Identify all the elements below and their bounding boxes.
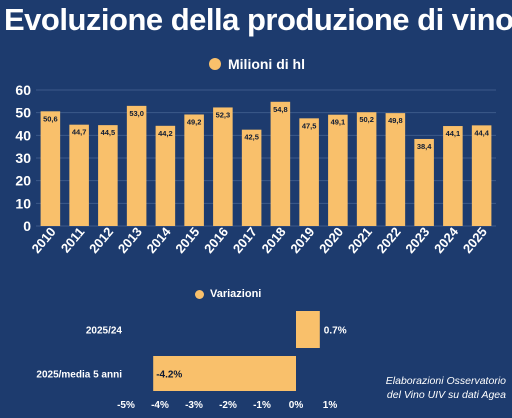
- bar-value-label: 53,0: [129, 109, 144, 118]
- x-tick-label: 1%: [323, 400, 338, 411]
- bar: [184, 114, 204, 226]
- bar-value-label: 49,1: [331, 118, 346, 127]
- bar-value-label: 50,2: [359, 115, 374, 124]
- x-tick-label: 2023: [402, 224, 432, 256]
- legend-swatch: [209, 58, 221, 70]
- variation-value-label: 0.7%: [324, 326, 347, 337]
- bar-value-label: 49,8: [388, 116, 403, 125]
- x-tick-label: 2019: [287, 224, 317, 256]
- x-tick-label: 2016: [201, 224, 231, 256]
- legend-label: Variazioni: [210, 288, 262, 300]
- x-tick-label: -1%: [253, 400, 271, 411]
- bar-value-label: 52,3: [216, 110, 231, 119]
- x-tick-label: 2021: [345, 224, 375, 256]
- bar-value-label: 44,1: [446, 129, 461, 138]
- x-tick-label: 2022: [374, 224, 404, 256]
- x-tick-label: 2015: [172, 224, 202, 256]
- x-tick-label: 2010: [29, 224, 59, 256]
- source-credit: Elaborazioni Osservatorio del Vino UIV s…: [346, 374, 506, 402]
- x-tick-label: 2012: [86, 224, 116, 256]
- chart-title: Evoluzione della produzione di vino: [4, 2, 512, 37]
- x-tick-label: 2020: [316, 224, 346, 256]
- credit-line-1: Elaborazioni Osservatorio: [385, 375, 506, 387]
- bar: [356, 112, 377, 226]
- bar-value-label: 44,7: [72, 128, 87, 137]
- y-tick-label: 20: [15, 173, 31, 189]
- bar-value-label: 47,5: [302, 121, 317, 130]
- bar-value-label: 44,5: [101, 128, 116, 137]
- x-tick-label: 2017: [230, 224, 260, 256]
- bar: [241, 129, 262, 226]
- x-tick-label: 2024: [431, 224, 462, 256]
- bar-value-label: 38,4: [417, 142, 432, 151]
- legend-variations: Variazioni: [195, 288, 261, 300]
- variation-category-label: 2025/24: [86, 326, 123, 337]
- bar: [299, 118, 319, 226]
- x-tick-label: 2011: [58, 224, 88, 255]
- bar-value-label: 42,5: [244, 133, 259, 142]
- y-tick-label: 0: [23, 218, 31, 234]
- bar: [69, 124, 89, 226]
- bar: [98, 125, 118, 226]
- bar-value-label: 50,6: [43, 114, 58, 123]
- x-tick-label: -3%: [185, 400, 203, 411]
- y-tick-label: 10: [15, 195, 31, 211]
- x-tick-label: 2013: [115, 224, 145, 256]
- x-tick-label: 0%: [289, 400, 304, 411]
- bar: [270, 101, 291, 226]
- bar-value-label: 54,8: [273, 105, 288, 114]
- bar: [414, 138, 434, 226]
- legend-swatch: [195, 289, 204, 299]
- bar: [126, 105, 147, 226]
- x-tick-label: 2018: [259, 224, 289, 256]
- bar-value-label: 44,2: [158, 129, 173, 138]
- variation-value-label: -4.2%: [156, 370, 182, 381]
- bar: [213, 107, 233, 226]
- x-tick-label: 2014: [144, 224, 175, 256]
- variation-bar: [153, 356, 296, 391]
- y-tick-label: 40: [15, 127, 31, 143]
- bar: [155, 125, 176, 226]
- x-tick-label: -2%: [219, 400, 237, 411]
- bar-value-label: 44,4: [474, 128, 489, 137]
- bar: [471, 125, 492, 226]
- x-tick-label: -4%: [151, 400, 169, 411]
- bar: [40, 111, 61, 226]
- legend-production: Milioni di hl: [209, 56, 305, 72]
- variation-bar: [296, 311, 320, 348]
- x-tick-label: 2025: [460, 224, 490, 256]
- bar: [385, 113, 406, 226]
- x-tick-label: -5%: [117, 400, 135, 411]
- bar-value-label: 49,2: [187, 117, 202, 126]
- y-tick-label: 30: [15, 150, 31, 166]
- bar: [443, 126, 463, 226]
- bar: [328, 114, 348, 226]
- y-tick-label: 50: [15, 105, 31, 121]
- y-tick-label: 60: [15, 82, 31, 98]
- credit-line-2: del Vino UIV su dati Agea: [386, 389, 506, 401]
- legend-label: Milioni di hl: [228, 56, 305, 72]
- variation-category-label: 2025/media 5 anni: [36, 370, 122, 381]
